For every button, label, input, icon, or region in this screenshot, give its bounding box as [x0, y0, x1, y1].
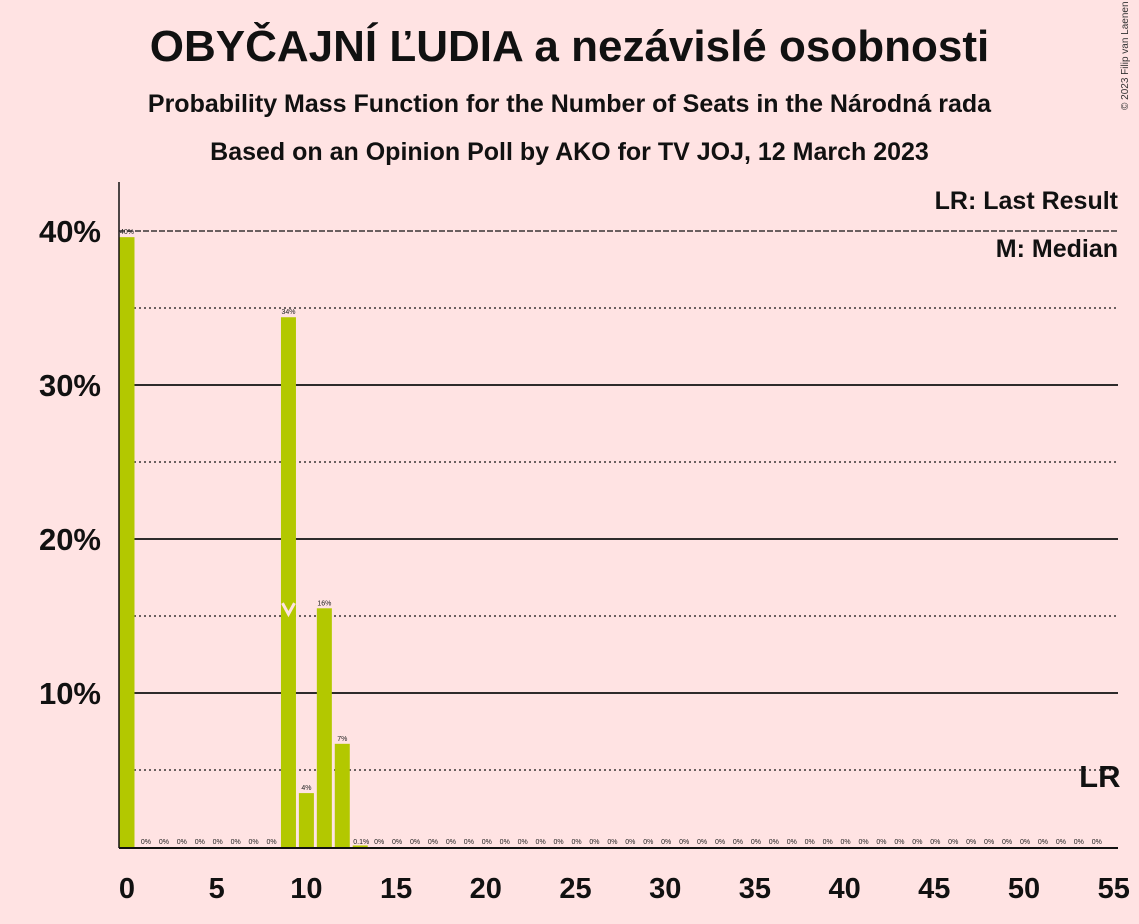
bar-seat-13: [352, 845, 368, 847]
x-tick-label: 10: [290, 873, 322, 905]
y-tick-label: 20%: [39, 522, 101, 557]
median-marker: [281, 602, 296, 618]
bar-seat-10: [298, 793, 314, 847]
x-tick-label: 30: [649, 873, 681, 905]
data-label-seat-29: 0%: [643, 839, 653, 846]
chart-source: Based on an Opinion Poll by AKO for TV J…: [210, 138, 929, 166]
data-label-seat-45: 0%: [930, 839, 940, 846]
data-label-seat-47: 0%: [966, 839, 976, 846]
data-label-seat-39: 0%: [823, 839, 833, 846]
data-label-seat-27: 0%: [607, 839, 617, 846]
bar-seat-12: [334, 743, 350, 847]
legend-median: M: Median: [996, 235, 1118, 263]
bar-seat-0: [119, 237, 135, 847]
data-label-seat-22: 0%: [518, 839, 528, 846]
y-tick-label: 10%: [39, 676, 101, 711]
data-label-seat-16: 0%: [410, 839, 420, 846]
data-label-seat-48: 0%: [984, 839, 994, 846]
data-label-seat-4: 0%: [195, 839, 205, 846]
data-label-seat-9: 34%: [281, 309, 295, 316]
x-tick-label: 40: [828, 873, 860, 905]
data-label-seat-1: 0%: [141, 839, 151, 846]
data-label-seat-8: 0%: [266, 839, 276, 846]
data-label-seat-49: 0%: [1002, 839, 1012, 846]
bar-seat-11: [316, 608, 332, 847]
legend-last-result: LR: Last Result: [935, 187, 1119, 215]
data-label-seat-42: 0%: [876, 839, 886, 846]
data-label-seat-28: 0%: [625, 839, 635, 846]
data-label-seat-52: 0%: [1056, 839, 1066, 846]
data-label-seat-11: 16%: [317, 600, 331, 607]
data-label-seat-13: 0.1%: [353, 839, 369, 846]
x-tick-label: 55: [1098, 873, 1130, 905]
data-label-seat-14: 0%: [374, 839, 384, 846]
x-tick-label: 15: [380, 873, 412, 905]
data-label-seat-30: 0%: [661, 839, 671, 846]
grid-layer: [119, 230, 1118, 771]
data-label-seat-36: 0%: [769, 839, 779, 846]
x-tick-label: 0: [119, 873, 135, 905]
data-label-seat-38: 0%: [805, 839, 815, 846]
data-label-seat-35: 0%: [751, 839, 761, 846]
data-label-seat-12: 7%: [337, 736, 347, 743]
bars-layer: [119, 237, 368, 847]
data-label-seat-17: 0%: [428, 839, 438, 846]
data-label-seat-32: 0%: [697, 839, 707, 846]
data-label-seat-53: 0%: [1074, 839, 1084, 846]
x-tick-label: 50: [1008, 873, 1040, 905]
y-tick-label: 30%: [39, 368, 101, 403]
data-label-seat-2: 0%: [159, 839, 169, 846]
data-label-seat-34: 0%: [733, 839, 743, 846]
data-label-seat-0: 40%: [120, 229, 134, 236]
data-label-seat-43: 0%: [894, 839, 904, 846]
chart-subtitle: Probability Mass Function for the Number…: [147, 90, 992, 118]
x-tick-label: 5: [209, 873, 225, 905]
data-label-seat-21: 0%: [500, 839, 510, 846]
data-label-seat-31: 0%: [679, 839, 689, 846]
data-label-seat-5: 0%: [213, 839, 223, 846]
x-tick-label: 35: [739, 873, 771, 905]
axis-layer: 10% 20% 30% 40% 0 5 10 15 20 25 30 35 40 45 50 55: [39, 182, 1130, 905]
bar-seat-9: [280, 317, 296, 847]
last-result-marker: LR: [1079, 759, 1120, 794]
x-tick-label: 20: [470, 873, 502, 905]
data-label-seat-26: 0%: [589, 839, 599, 846]
data-label-seat-33: 0%: [715, 839, 725, 846]
data-labels-layer: 40% 0% 0% 0% 0% 0% 0% 0% 0% 34% 4% 16% 7% 0.1% 0% 0% 0% 0…: [120, 229, 1120, 846]
data-label-seat-54: 0%: [1092, 839, 1102, 846]
x-tick-label: 25: [559, 873, 591, 905]
data-label-seat-6: 0%: [231, 839, 241, 846]
data-label-seat-10: 4%: [301, 785, 311, 792]
y-tick-label: 40%: [39, 214, 101, 249]
data-label-seat-51: 0%: [1038, 839, 1048, 846]
data-label-seat-19: 0%: [464, 839, 474, 846]
data-label-seat-3: 0%: [177, 839, 187, 846]
data-label-seat-37: 0%: [787, 839, 797, 846]
data-label-seat-15: 0%: [392, 839, 402, 846]
data-label-seat-24: 0%: [553, 839, 563, 846]
chart-title: OBYČAJNÍ ĽUDIA a nezávislé osobnosti: [149, 22, 990, 71]
data-label-seat-44: 0%: [912, 839, 922, 846]
legend: LR: Last Result M: Median: [935, 187, 1119, 263]
data-label-seat-20: 0%: [482, 839, 492, 846]
data-label-seat-25: 0%: [571, 839, 581, 846]
data-label-seat-18: 0%: [446, 839, 456, 846]
data-label-seat-50: 0%: [1020, 839, 1030, 846]
data-label-seat-41: 0%: [858, 839, 868, 846]
data-label-seat-46: 0%: [948, 839, 958, 846]
x-tick-label: 45: [918, 873, 950, 905]
data-label-seat-23: 0%: [536, 839, 546, 846]
data-label-seat-40: 0%: [841, 839, 851, 846]
data-label-seat-7: 0%: [249, 839, 259, 846]
